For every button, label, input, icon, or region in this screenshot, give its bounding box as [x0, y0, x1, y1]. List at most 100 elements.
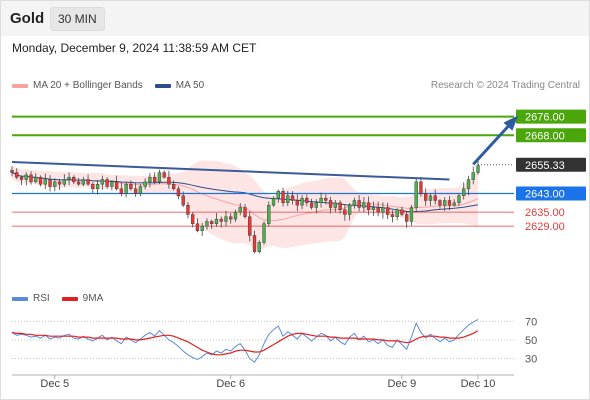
candle-body — [48, 179, 52, 187]
candle-body — [114, 181, 119, 190]
timeframe-badge[interactable]: 30 MIN — [50, 7, 105, 31]
candle-body — [405, 214, 409, 222]
candle-body — [119, 188, 124, 194]
candle-body — [371, 207, 376, 210]
legend-swatch-ma9 — [61, 296, 78, 301]
candle-body — [214, 218, 219, 224]
candle-body — [314, 202, 318, 208]
candle-body — [205, 221, 209, 227]
candle-body — [105, 179, 109, 187]
candle-body — [76, 181, 81, 185]
legend-item-ma50: MA 50 — [154, 80, 205, 91]
legend-label-ma9: 9MA — [82, 293, 104, 304]
chart-datetime: Monday, December 9, 2024 11:38:59 AM CET — [12, 41, 257, 55]
candle-body — [343, 209, 347, 215]
candle-body — [110, 181, 114, 187]
candle-body — [229, 216, 233, 220]
candle-body — [238, 207, 242, 213]
candle-body — [271, 197, 276, 206]
candle-body — [81, 179, 85, 185]
candle-body — [357, 200, 361, 208]
candle-body — [400, 209, 404, 215]
candle-body — [224, 216, 228, 222]
level-support-label: 2629.00 — [525, 221, 565, 233]
candle-body — [267, 204, 271, 224]
legend-label-bollinger: MA 20 + Bollinger Bands — [33, 80, 143, 91]
candle-body — [129, 183, 133, 190]
rsi-tick-label: 70 — [525, 316, 537, 328]
candle-body — [191, 214, 195, 224]
legend-item-bollinger: MA 20 + Bollinger Bands — [12, 80, 143, 91]
candle-body — [95, 183, 100, 190]
forecast-arrow-head — [503, 115, 519, 131]
legend-label-ma50: MA 50 — [175, 80, 205, 91]
candle-body — [428, 195, 433, 201]
candle-body — [362, 202, 366, 208]
candle-body — [328, 200, 333, 208]
candle-body — [257, 242, 261, 252]
candle-body — [409, 207, 414, 222]
candle-body — [43, 179, 47, 185]
level-pivot-label-box — [516, 186, 586, 201]
candle-body — [143, 181, 147, 187]
candle-body — [10, 170, 14, 173]
candle-body — [366, 202, 371, 210]
candle-body — [466, 179, 471, 190]
candle-body — [72, 176, 76, 183]
source-credit: Research © 2024 Trading Central — [430, 80, 580, 91]
candle-body — [38, 176, 43, 185]
rsi-series-9ma — [11, 330, 479, 356]
candle-body — [395, 209, 399, 217]
candle-body — [462, 188, 466, 197]
main-legend: MA 20 + Bollinger Bands MA 50 — [12, 80, 216, 91]
candle-body — [124, 183, 128, 194]
candle-body — [157, 172, 162, 183]
candle-body — [19, 176, 24, 180]
candle-body — [195, 223, 200, 231]
candle-body — [305, 197, 309, 204]
x-axis-tick-label: Dec 9 — [388, 378, 417, 390]
candle-body — [91, 183, 95, 190]
candle-body — [414, 181, 418, 208]
rsi-series-rsi — [11, 318, 479, 364]
candle-body — [162, 172, 166, 178]
x-axis-tick-label: Dec 10 — [461, 378, 496, 390]
candle-body — [419, 181, 423, 194]
candle-body — [333, 202, 338, 208]
level-resistance-label: 2676.00 — [525, 112, 565, 124]
candle-body — [252, 235, 257, 252]
candle-body — [381, 207, 385, 213]
candle-body — [385, 207, 390, 215]
candle-body — [471, 172, 475, 180]
candle-body — [438, 200, 442, 206]
candle-body — [133, 188, 138, 194]
candle-body — [57, 181, 62, 185]
candle-body — [62, 179, 66, 185]
candle-body — [200, 225, 204, 231]
candle-body — [176, 188, 181, 197]
candle-body — [138, 186, 143, 194]
rsi-legend: RSI 9MA — [12, 293, 115, 304]
candle-body — [300, 197, 304, 206]
level-support-label: 2635.00 — [525, 207, 565, 219]
candles — [10, 161, 480, 254]
candle-body — [290, 195, 295, 201]
candle-body — [181, 195, 185, 206]
level-current-label: 2655.33 — [525, 160, 565, 172]
candle-body — [248, 216, 252, 236]
candle-body — [309, 202, 314, 208]
candle-body — [286, 195, 290, 204]
candle-body — [376, 207, 380, 213]
legend-item-ma9: 9MA — [61, 293, 104, 304]
candle-body — [172, 183, 176, 190]
candle-body — [34, 176, 38, 183]
candle-body — [148, 176, 152, 183]
chart-header: Gold 30 MIN — [0, 0, 590, 36]
legend-label-rsi: RSI — [33, 293, 50, 304]
legend-swatch-ma50 — [154, 83, 171, 88]
candle-body — [233, 211, 238, 220]
candle-body — [338, 202, 342, 210]
candle-body — [243, 207, 247, 217]
rsi-tick-label: 50 — [525, 335, 537, 347]
